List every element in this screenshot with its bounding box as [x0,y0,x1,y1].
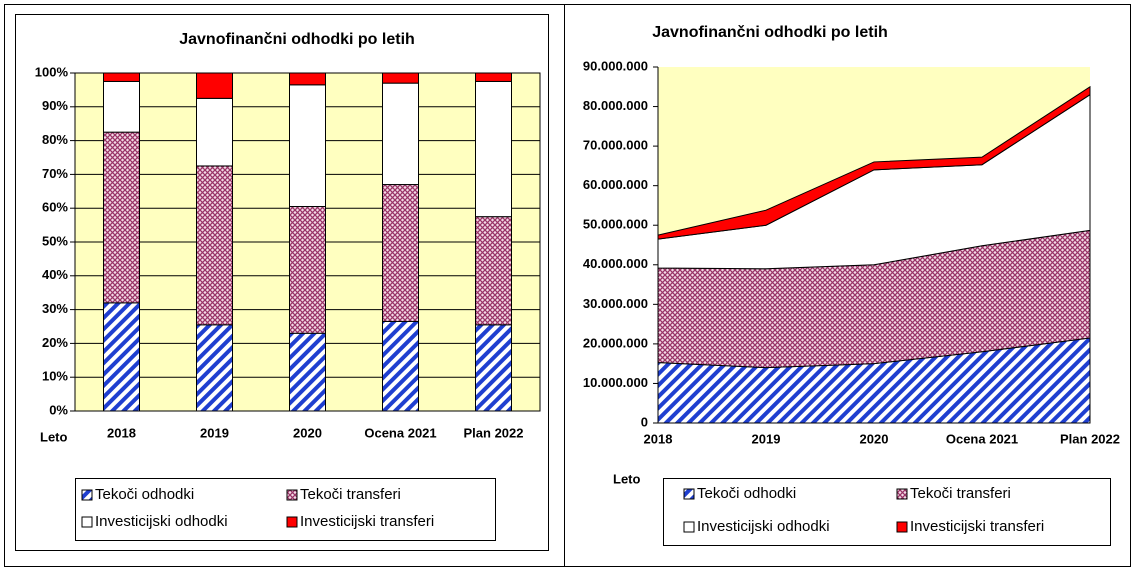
legend-box [663,478,1111,546]
y-tick-label: 100% [35,64,69,79]
y-tick-label: 10.000.000 [583,375,648,390]
y-tick-label: 50% [42,233,68,248]
bar-segment [289,84,326,208]
legend-label: Tekoči transferi [910,485,1011,502]
legend-box [75,478,496,541]
bar-segment [382,82,419,186]
bar-segment [103,80,140,133]
x-tick-label: 2019 [752,431,781,446]
bar-segment [103,72,140,82]
y-tick-label: 80.000.000 [583,98,648,113]
legend-swatch [81,516,93,528]
bar-segment [475,324,512,412]
legend-swatch [683,488,695,500]
chart-title: Javnofinančni odhodki po letih [179,31,415,48]
area [657,85,1091,240]
y-tick-label: 90.000.000 [583,58,648,73]
y-tick-label: 70.000.000 [583,138,648,153]
y-tick-label: 0% [49,402,68,417]
legend-label: Tekoči transferi [300,486,401,503]
legend-swatch [286,489,298,501]
x-tick-label: 2018 [107,425,136,440]
y-tick-label: 70% [42,166,68,181]
y-tick-label: 10% [42,369,68,384]
y-tick-label: 40% [42,267,68,282]
y-tick-label: 90% [42,98,68,113]
plot-border [74,72,541,412]
y-tick-label: 60% [42,200,68,215]
bar-segment [196,97,233,167]
chart-frame [15,14,549,551]
y-tick-label: 50.000.000 [583,217,648,232]
legend-label: Investicijski transferi [910,518,1044,535]
legend-swatch [683,521,695,533]
x-tick-label: 2018 [644,431,673,446]
legend-swatch [896,521,908,533]
y-tick-label: 30.000.000 [583,296,648,311]
legend-label: Investicijski transferi [300,513,434,530]
legend-label: Tekoči odhodki [95,486,194,503]
x-tick-label: Ocena 2021 [364,425,436,440]
bar-segment [289,332,326,412]
legend-swatch [286,516,298,528]
y-tick-label: 60.000.000 [583,177,648,192]
x-tick-label: Ocena 2021 [946,431,1018,446]
bar-segment [289,72,326,86]
bar-segment [196,72,233,99]
bar-segment [382,184,419,322]
x-tick-label: Plan 2022 [464,425,524,440]
legend-label: Investicijski odhodki [697,518,830,535]
bar-segment [475,80,512,218]
x-axis-label: Leto [613,471,641,486]
y-tick-label: 0 [641,414,648,429]
bar-segment [289,206,326,334]
y-tick-label: 20.000.000 [583,335,648,350]
y-tick-label: 30% [42,301,68,316]
bar-segment [475,216,512,326]
bar-segment [382,320,419,412]
outer-frame [4,4,1131,567]
legend-swatch [81,489,93,501]
legend-swatch [896,488,908,500]
y-tick-label: 40.000.000 [583,256,648,271]
y-tick-label: 80% [42,132,68,147]
x-tick-label: 2019 [200,425,229,440]
bar-segment [196,165,233,326]
bar-segment [103,302,140,412]
x-tick-label: 2020 [293,425,322,440]
bar-segment [475,72,512,82]
bar-segment [103,131,140,304]
y-tick-label: 20% [42,335,68,350]
bar-segment [196,324,233,412]
legend-label: Investicijski odhodki [95,513,228,530]
x-tick-label: Plan 2022 [1060,431,1120,446]
x-tick-label: 2020 [860,431,889,446]
legend-label: Tekoči odhodki [697,485,796,502]
chart-title: Javnofinančni odhodki po letih [652,24,888,41]
bar-segment [382,72,419,84]
x-axis-label: Leto [40,429,68,444]
